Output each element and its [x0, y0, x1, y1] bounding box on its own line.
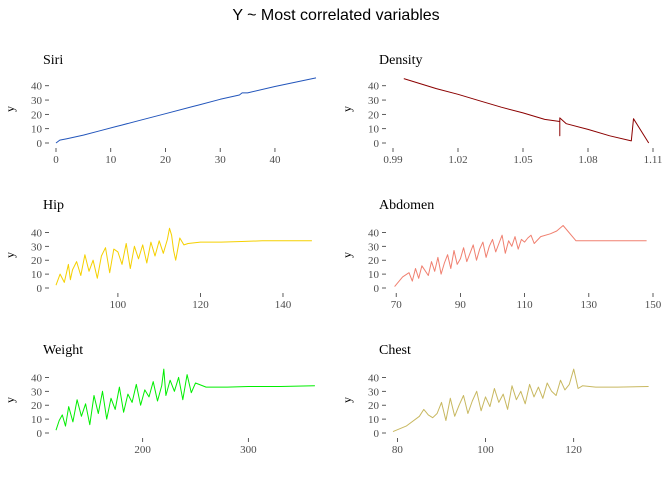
y-axis-label: y	[3, 252, 17, 258]
x-tick-label: 110	[517, 299, 534, 311]
y-axis-label: y	[3, 397, 17, 403]
y-tick-label: 30	[31, 241, 43, 253]
x-tick-label: 100	[477, 444, 494, 456]
y-axis: 0 10 20 30 40	[31, 372, 49, 440]
y-tick-label: 0	[374, 138, 380, 150]
y-tick-label: 40	[368, 227, 380, 239]
series-line	[55, 368, 315, 431]
panel-title: Chest	[379, 343, 411, 358]
y-tick-label: 20	[368, 109, 380, 121]
y-tick-label: 30	[368, 386, 380, 398]
panel-siri: Siri y 0 10 20 30 40 0 10 20 30 40	[3, 53, 317, 166]
y-axis-label: y	[3, 106, 17, 112]
y-tick-label: 20	[368, 255, 380, 267]
y-tick-label: 0	[37, 283, 43, 295]
y-tick-label: 20	[31, 255, 43, 267]
x-tick-label: 10	[105, 154, 117, 166]
x-tick-label: 30	[215, 154, 227, 166]
x-axis: 100 120 140	[110, 293, 292, 311]
x-tick-label: 140	[275, 299, 292, 311]
series-line	[403, 78, 650, 144]
y-axis: 0 10 20 30 40	[368, 372, 386, 440]
y-tick-label: 10	[368, 414, 380, 426]
x-tick-label: 1.11	[644, 154, 663, 166]
y-tick-label: 30	[368, 241, 380, 253]
x-tick-label: 120	[192, 299, 209, 311]
y-tick-label: 0	[37, 138, 43, 150]
panel-chest: Chest y 0 10 20 30 40 80 100 120	[340, 343, 649, 456]
y-tick-label: 0	[374, 283, 380, 295]
x-tick-label: 80	[392, 444, 404, 456]
series-line	[55, 77, 317, 144]
y-tick-label: 20	[368, 400, 380, 412]
x-tick-label: 150	[645, 299, 662, 311]
x-axis: 70 90 110 130 150	[391, 293, 662, 311]
x-tick-label: 100	[110, 299, 127, 311]
x-tick-label: 70	[391, 299, 403, 311]
y-tick-label: 0	[374, 428, 380, 440]
y-axis-label: y	[340, 106, 354, 112]
y-tick-label: 40	[31, 81, 43, 93]
y-axis: 0 10 20 30 40	[368, 81, 386, 150]
panel-title: Siri	[43, 53, 63, 68]
x-tick-label: 200	[134, 444, 151, 456]
y-tick-label: 40	[368, 372, 380, 384]
panel-title: Density	[379, 53, 423, 68]
x-tick-label: 90	[455, 299, 467, 311]
y-tick-label: 30	[31, 386, 43, 398]
x-tick-label: 120	[565, 444, 582, 456]
panel-title: Weight	[43, 343, 83, 358]
x-tick-label: 1.05	[513, 154, 533, 166]
x-tick-label: 1.08	[578, 154, 598, 166]
x-axis: 0.99 1.02 1.05 1.08 1.11	[383, 148, 662, 166]
y-tick-label: 40	[368, 81, 380, 93]
x-tick-label: 40	[269, 154, 281, 166]
series-line	[55, 227, 312, 286]
y-tick-label: 40	[31, 227, 43, 239]
y-tick-label: 10	[31, 124, 43, 136]
x-axis: 80 100 120	[392, 438, 582, 456]
panel-title: Hip	[43, 198, 64, 213]
y-tick-label: 20	[31, 400, 43, 412]
panel-title: Abdomen	[379, 198, 434, 213]
y-tick-label: 10	[368, 124, 380, 136]
y-axis-label: y	[340, 397, 354, 403]
x-axis: 200 300	[134, 438, 257, 456]
figure-title: Y ~ Most correlated variables	[232, 7, 439, 24]
series-line	[394, 225, 647, 287]
y-tick-label: 20	[31, 109, 43, 121]
panel-hip: Hip y 0 10 20 30 40 100 120 140	[3, 198, 312, 311]
y-axis: 0 10 20 30 40	[368, 227, 386, 295]
series-line	[392, 368, 649, 433]
x-tick-label: 130	[581, 299, 598, 311]
panel-weight: Weight y 0 10 20 30 40 200 300	[3, 343, 315, 456]
panel-density: Density y 0 10 20 30 40 0.99 1.02 1.05 1.08 1.11	[340, 53, 662, 166]
x-tick-label: 0.99	[383, 154, 403, 166]
y-axis: 0 10 20 30 40	[31, 81, 49, 150]
y-tick-label: 10	[31, 269, 43, 281]
y-tick-label: 10	[31, 414, 43, 426]
x-tick-label: 300	[240, 444, 257, 456]
x-tick-label: 20	[160, 154, 172, 166]
y-tick-label: 0	[37, 428, 43, 440]
y-axis: 0 10 20 30 40	[31, 227, 49, 295]
x-tick-label: 0	[53, 154, 59, 166]
y-axis-label: y	[340, 252, 354, 258]
y-tick-label: 30	[31, 95, 43, 107]
x-tick-label: 1.02	[448, 154, 467, 166]
y-tick-label: 40	[31, 372, 43, 384]
y-tick-label: 10	[368, 269, 380, 281]
x-axis: 0 10 20 30 40	[53, 148, 281, 166]
panel-abdomen: Abdomen y 0 10 20 30 40 70 90 110 130 150	[340, 198, 662, 311]
panels: Siri y 0 10 20 30 40 0 10 20 30 40 Density y 0 10 20 30 40…	[3, 53, 662, 456]
y-tick-label: 30	[368, 95, 380, 107]
